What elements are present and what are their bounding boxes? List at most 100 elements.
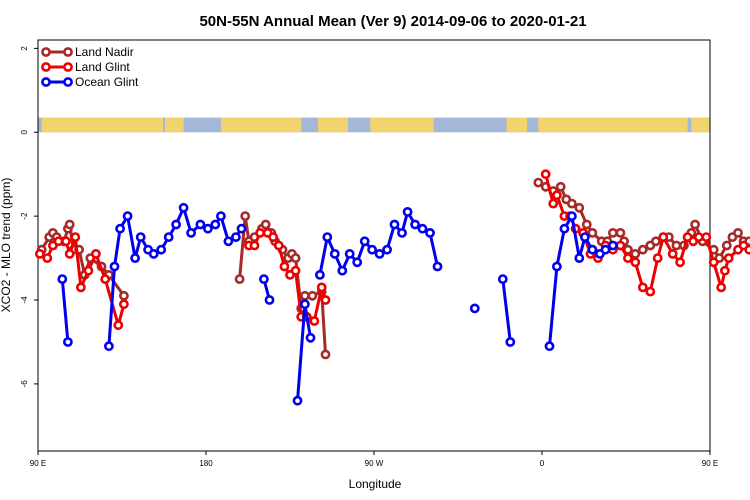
y-tick-label: -6 [20, 380, 29, 388]
data-point [234, 274, 245, 284]
data-point [497, 274, 508, 284]
data-point [344, 248, 355, 259]
x-axis-label: Longitude [349, 477, 402, 491]
data-point [723, 253, 734, 263]
data-point [104, 341, 114, 352]
data-point [309, 316, 320, 326]
data-point [567, 198, 577, 209]
data-point [260, 219, 271, 230]
data-point [701, 232, 712, 242]
data-point [374, 248, 385, 259]
data-point [352, 257, 363, 268]
legend-item: Land Nadir [41, 45, 134, 59]
data-point [652, 253, 663, 263]
land-band [691, 117, 710, 133]
legend-marker [63, 77, 73, 87]
land-band [220, 117, 302, 133]
data-point [615, 227, 626, 238]
data-point [645, 286, 656, 297]
data-point [42, 253, 53, 263]
data-point [109, 261, 120, 272]
data-point [540, 169, 551, 180]
data-point [76, 282, 86, 293]
y-tick-label: -4 [20, 296, 29, 304]
series-land-glint [35, 169, 750, 331]
data-point [630, 248, 641, 259]
data-point [307, 290, 318, 301]
land-band [538, 117, 688, 133]
legend-item: Ocean Glint [41, 75, 139, 89]
data-point [171, 219, 181, 230]
data-point [744, 244, 750, 255]
x-tick-label: 90 E [30, 459, 46, 468]
legend-marker [63, 47, 73, 57]
data-point [667, 248, 678, 259]
data-point [305, 332, 316, 343]
data-point [587, 244, 598, 255]
data-point [608, 240, 618, 251]
series-line [318, 210, 439, 276]
data-point [100, 274, 111, 284]
data-point [240, 211, 251, 221]
data-point [402, 206, 413, 217]
data-point [533, 177, 544, 188]
data-point [236, 223, 247, 234]
y-axis-label: XCO2 - MLO trend (ppm) [0, 178, 13, 313]
data-point [210, 219, 221, 230]
data-point [115, 223, 125, 234]
x-tick-label: 0 [540, 459, 545, 468]
series-land-nadir [36, 177, 750, 360]
legend-marker [41, 77, 51, 87]
data-point [559, 223, 570, 234]
data-point [53, 236, 64, 247]
data-point [290, 253, 301, 263]
data-point [567, 211, 577, 221]
data-point [113, 320, 124, 331]
data-point [690, 219, 700, 230]
data-point [382, 244, 392, 255]
data-point [91, 248, 101, 259]
data-point [202, 223, 213, 234]
data-point [329, 248, 340, 259]
data-point [186, 227, 196, 238]
data-point [693, 232, 704, 242]
data-point [367, 244, 377, 255]
data-point [163, 232, 174, 242]
data-point [70, 232, 81, 242]
data-point [574, 202, 585, 213]
land-band [370, 117, 434, 133]
data-point [580, 232, 590, 242]
chart-title: 50N-55N Annual Mean (Ver 9) 2014-09-06 t… [199, 13, 586, 30]
data-point [156, 244, 167, 255]
data-point [733, 227, 743, 238]
data-point [249, 240, 260, 251]
data-point [320, 349, 331, 360]
legend-marker [41, 62, 51, 72]
legend-label: Land Nadir [75, 45, 134, 59]
x-tick-label: 90 E [702, 459, 718, 468]
land-ocean-strip [38, 117, 710, 133]
data-point [720, 265, 730, 276]
legend-label: Ocean Glint [75, 75, 139, 89]
data-point [299, 299, 310, 310]
data-point [574, 253, 585, 263]
data-point [544, 341, 555, 352]
data-point [552, 190, 562, 201]
land-band [164, 117, 184, 133]
data-point [630, 257, 641, 268]
data-point [61, 236, 71, 247]
data-point [119, 299, 129, 310]
data-point [299, 290, 310, 301]
data-point [389, 219, 400, 230]
legend-marker [41, 47, 51, 57]
data-point [279, 261, 290, 272]
legend-item: Land Glint [41, 60, 130, 74]
data-point [552, 261, 562, 272]
data-point [35, 248, 45, 259]
data-point [548, 198, 559, 209]
data-point [255, 227, 265, 238]
data-point [64, 219, 75, 230]
data-point [505, 337, 516, 347]
data-point [651, 236, 661, 247]
legend-label: Land Glint [75, 60, 130, 74]
